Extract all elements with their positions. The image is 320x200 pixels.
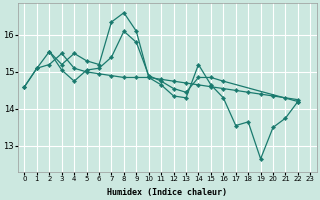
X-axis label: Humidex (Indice chaleur): Humidex (Indice chaleur): [108, 188, 228, 197]
